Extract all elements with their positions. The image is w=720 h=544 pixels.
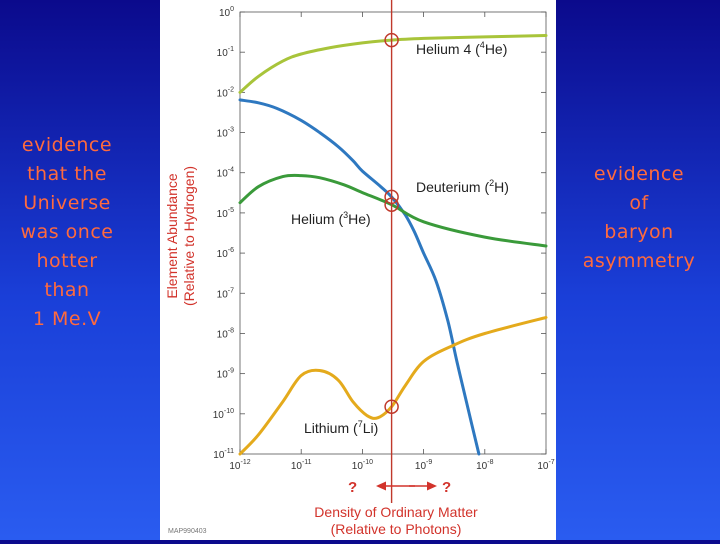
- x-axis-sublabel: (Relative to Photons): [331, 521, 462, 537]
- y-tick-label: 100: [219, 6, 234, 19]
- figure-credit: MAP990403: [168, 528, 207, 535]
- plot-frame: [239, 11, 547, 455]
- y-axis-sublabel: (Relative to Hydrogen): [181, 166, 197, 306]
- helium-3-curve: [238, 173, 548, 248]
- helium-4-curve: [238, 34, 548, 94]
- y-tick-label: 10-1: [217, 46, 234, 59]
- right-arrow-label: ?: [442, 479, 451, 496]
- deuterium-curve: [238, 98, 481, 456]
- x-tick-label: 10-11: [291, 459, 312, 472]
- intersection-marker: [384, 32, 399, 48]
- y-tick-label: 10-2: [217, 86, 234, 99]
- lithium-7-label: Lithium (7Li): [304, 419, 378, 436]
- y-tick-label: 10-11: [213, 448, 234, 461]
- y-tick-label: 10-7: [217, 287, 234, 300]
- direction-arrows: ? ?: [348, 479, 451, 496]
- x-tick-label: 10-7: [537, 459, 554, 472]
- y-axis-ticks: 100 10-1 10-2 10-3 10-4 10-5 10-6 10-7 10-8 10-9 1…: [213, 6, 546, 461]
- axes: [239, 11, 547, 455]
- abundance-chart: 10010-110-210-310-410-510-610-710-810-91…: [164, 0, 555, 537]
- marker-layer: [384, 32, 399, 414]
- intersection-marker: [384, 197, 399, 212]
- abundance-figure: 100 10-1 10-2 10-3 10-4 10-5 10-6 10-7 10-8 10-9 1…: [160, 0, 556, 540]
- y-tick-label: 10-5: [217, 207, 234, 220]
- right-caption: evidence of baryon asymmetry: [582, 163, 696, 272]
- y-tick-label: 10-8: [217, 327, 234, 340]
- y-axis-label: Element Abundance: [164, 173, 180, 299]
- series-labels: Helium 4 (4He) Deuterium (2H) Helium (3He)…: [291, 40, 509, 436]
- left-caption: evidence that the Universe was once hott…: [20, 134, 114, 330]
- x-tick-label: 10-12: [229, 459, 250, 472]
- intersection-marker: [384, 399, 399, 414]
- x-axis-label: Density of Ordinary Matter: [314, 504, 478, 520]
- y-tick-label: 10-6: [217, 247, 234, 260]
- helium-4-label: Helium 4 (4He): [416, 40, 507, 57]
- lithium-7-curve: [238, 316, 548, 456]
- right-arrow-head: [427, 481, 437, 491]
- y-tick-label: 10-10: [213, 408, 234, 421]
- left-arrow-head: [376, 481, 386, 491]
- y-tick-label: 10-9: [217, 368, 234, 381]
- helium-3-label: Helium (3He): [291, 210, 371, 227]
- x-tick-label: 10-10: [352, 459, 373, 472]
- intersection-marker: [384, 189, 399, 205]
- y-tick-label: 10-4: [217, 167, 234, 180]
- series-layer: [238, 34, 548, 456]
- y-tick-label: 10-3: [217, 127, 234, 140]
- left-arrow-label: ?: [348, 479, 357, 496]
- deuterium-label: Deuterium (2H): [416, 178, 509, 195]
- x-tick-label: 10-8: [476, 459, 493, 472]
- x-axis-ticks: 10-12 10-11 10-10 10-9 10-8 10-7: [229, 12, 555, 472]
- x-tick-label: 10-9: [415, 459, 432, 472]
